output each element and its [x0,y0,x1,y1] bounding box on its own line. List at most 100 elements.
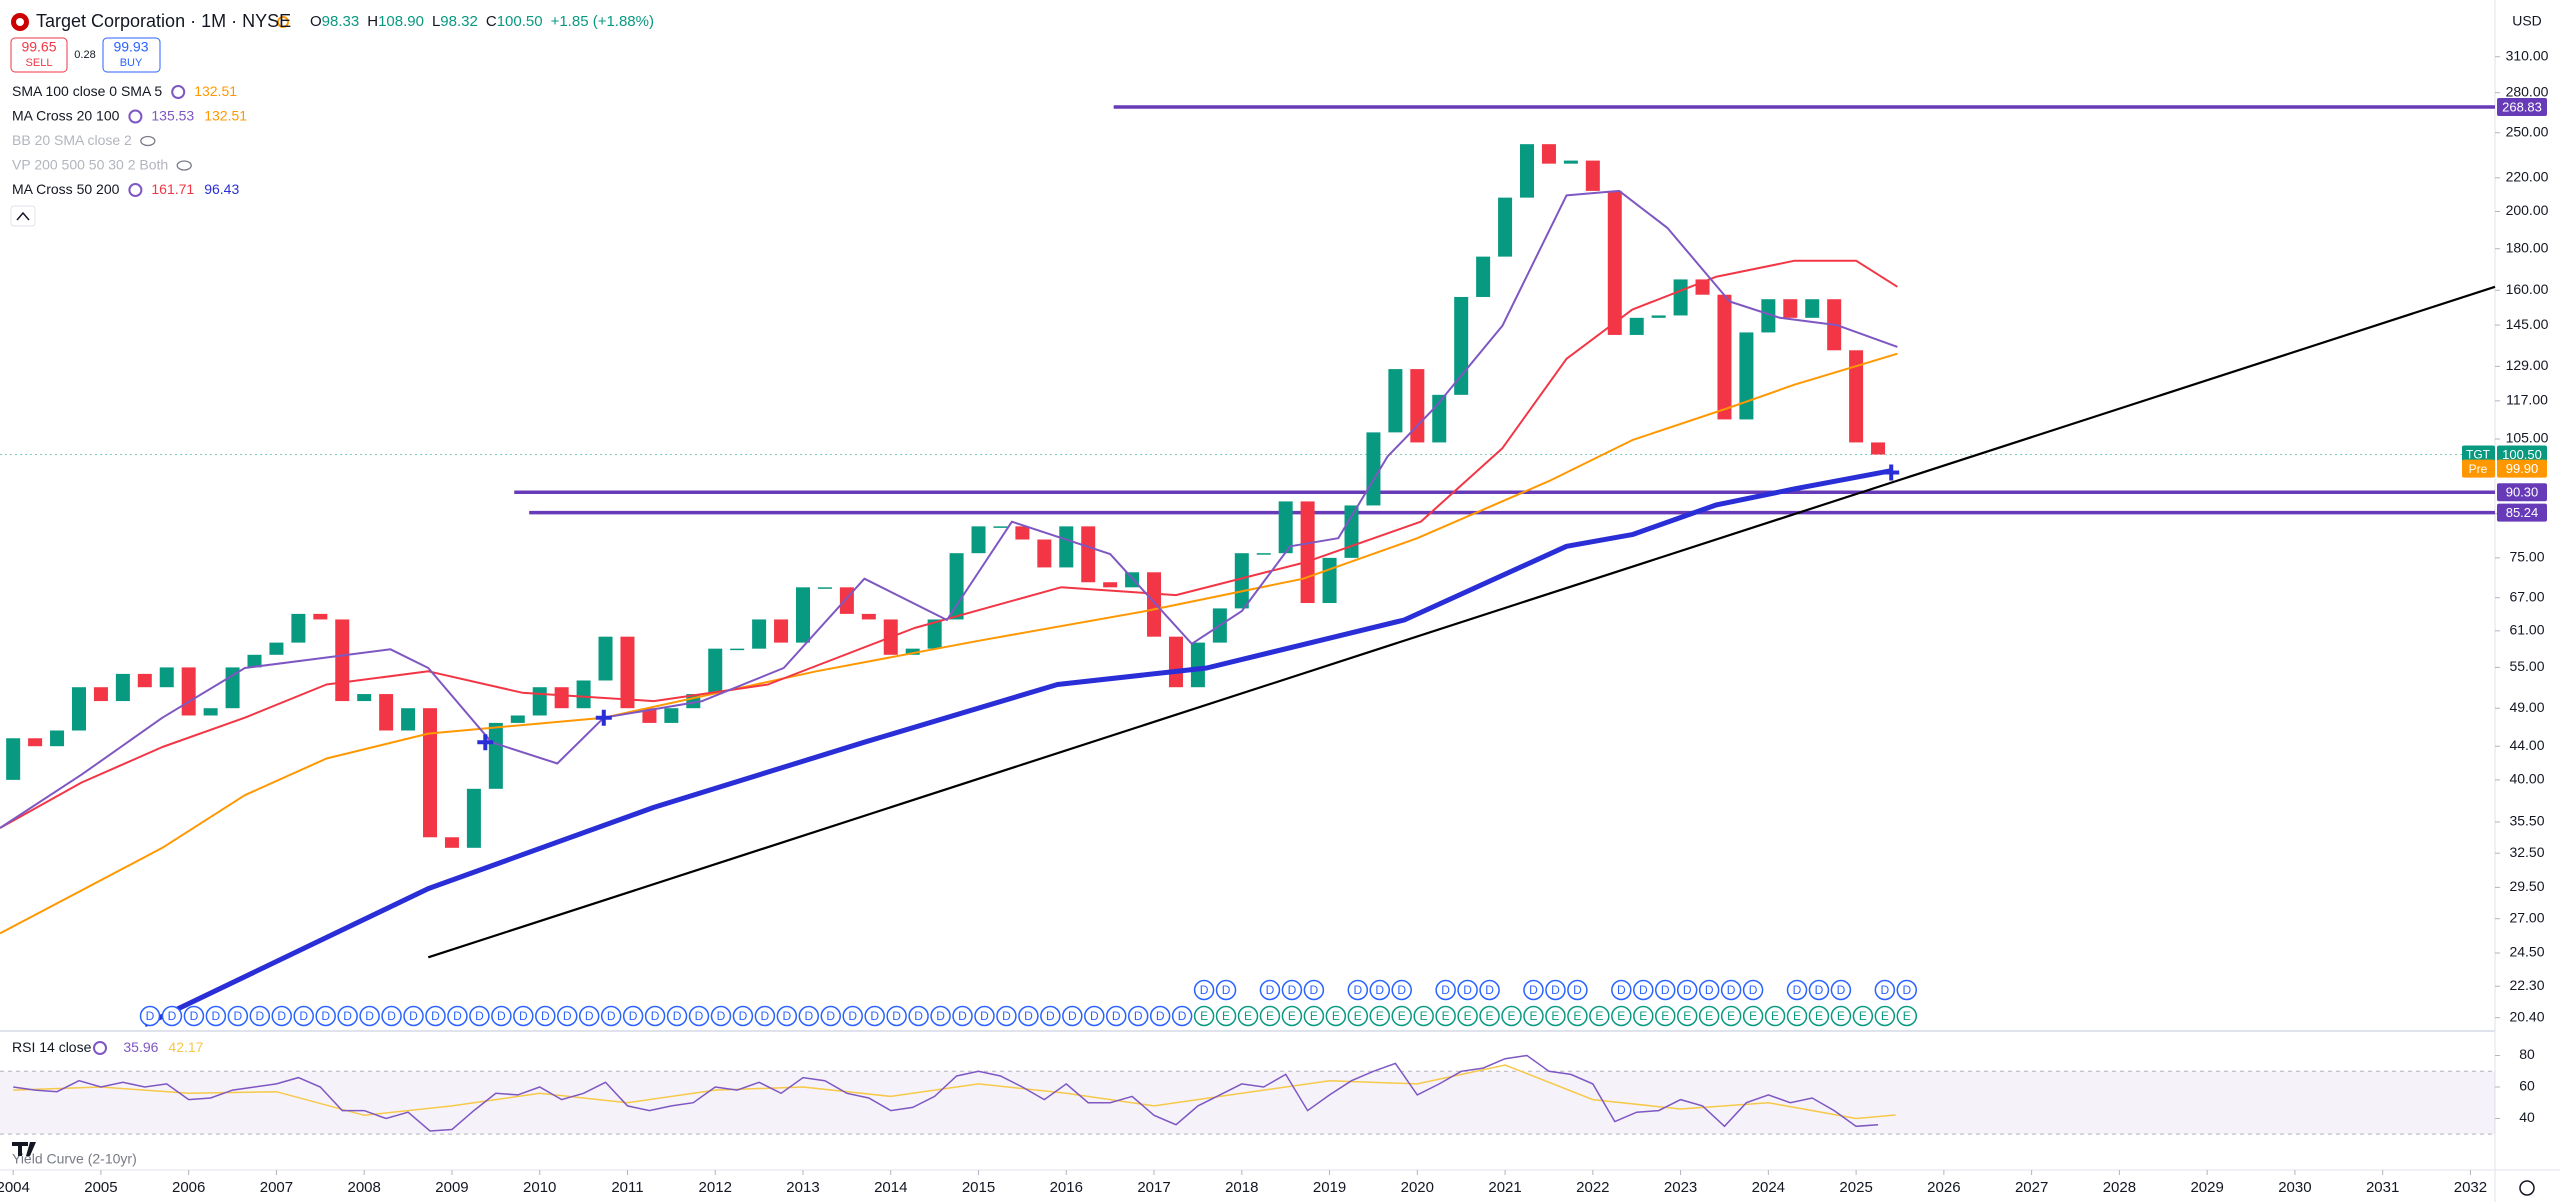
candle [1190,642,1205,688]
y-tick-label: 105.00 [2506,430,2549,446]
event-marker [1896,1005,1918,1027]
rsi-last: 35.96 [123,1039,158,1055]
event-label: D [673,1009,682,1023]
event-label: D [1178,1009,1187,1023]
candle [28,738,43,747]
event-label: D [1090,1009,1099,1023]
indicator-value: 135.53 [151,107,194,123]
y-tick-label: 310.00 [2506,47,2549,63]
trendline [427,285,2496,959]
x-tick-label: 2012 [699,1179,732,1196]
y-tick-label: 280.00 [2506,83,2549,99]
event-marker [447,1005,468,1027]
event-marker [1698,1005,1720,1027]
event-label: E [1200,1009,1208,1023]
event-label: D [1617,983,1626,997]
candle [1673,279,1688,316]
event-marker [1435,979,1456,1001]
event-marker [1567,1005,1588,1027]
price-tag [2497,445,2547,464]
price-tag-label: 100.50 [2502,447,2542,462]
event-marker [1193,979,1215,1001]
event-marker [600,1005,622,1027]
candle [488,722,503,789]
tradingview-logo [12,1142,36,1156]
event-label: D [343,1009,352,1023]
candle [203,708,218,716]
candle [1739,332,1754,420]
event-marker [1259,979,1281,1001]
event-marker [1720,979,1742,1001]
event-label: D [321,1009,330,1023]
session-icon [277,16,289,28]
event-marker [732,1005,754,1027]
event-marker [622,1005,644,1027]
event-label: D [848,1009,857,1023]
event-marker [1413,1005,1434,1027]
y-tick-label: 49.00 [2509,699,2544,715]
rsi-title: RSI 14 close [12,1039,92,1055]
sell-button[interactable] [10,37,68,73]
indicator-legend: SMA 100 close 0 SMA 5 132.51 [12,83,237,99]
event-label: E [1420,1009,1428,1023]
event-label: D [717,1009,726,1023]
settings-icon[interactable] [2519,1180,2535,1196]
candle [1520,144,1535,198]
candle [1563,160,1578,164]
event-marker [1676,979,1698,1001]
candle [1607,190,1622,335]
currency: USD [2512,13,2542,29]
event-label: D [1837,983,1846,997]
event-marker [710,1005,732,1027]
indicator-icon [128,183,143,197]
event-marker [1369,1005,1391,1027]
event-label: D [783,1009,792,1023]
event-marker [1852,1005,1874,1027]
event-marker [1457,979,1478,1001]
event-marker [1325,1005,1347,1027]
event-label: D [651,1009,660,1023]
x-tick-label: 2022 [1576,1179,1609,1196]
ohlc-key: O [310,13,322,30]
event-label: D [453,1009,462,1023]
indicator-legend: VP 200 500 50 30 2 Both [12,156,168,172]
event-marker [1611,979,1632,1001]
candle [444,837,459,848]
candle [1256,553,1271,555]
candle [291,613,306,643]
event-label: E [1486,1009,1494,1023]
event-marker [1545,979,1566,1001]
y-tick-label: 27.00 [2509,909,2544,925]
candle [313,613,328,620]
candle [730,648,745,651]
cross-marker [1883,464,1900,481]
event-marker [1830,979,1852,1001]
rsi-tick-label: 60 [2519,1078,2535,1094]
y-tick-label: 129.00 [2506,357,2549,373]
event-marker [337,1005,358,1027]
event-marker [930,1005,951,1027]
event-label: D [1046,1009,1055,1023]
y-tick-label: 200.00 [2506,202,2549,218]
event-label: D [1112,1009,1121,1023]
candle [642,708,657,723]
cross-marker [477,734,494,751]
event-marker [1830,1005,1852,1027]
event-marker [1281,979,1303,1001]
event-label: D [255,1009,264,1023]
buy-button[interactable] [102,37,161,73]
x-tick-label: 2007 [260,1179,293,1196]
event-marker [1808,979,1830,1001]
event-label: E [1376,1009,1384,1023]
x-tick-label: 2021 [1488,1179,1521,1196]
event-marker [908,1005,929,1027]
indicator-value: 161.71 [151,181,194,197]
event-label: E [1837,1009,1845,1023]
candle [861,613,876,620]
event-label: E [1266,1009,1274,1023]
collapse-button[interactable] [10,205,36,227]
event-label: E [1595,1009,1603,1023]
indicator-icon [140,135,156,147]
event-marker [205,1005,227,1027]
ohlc-value: 98.33 [322,13,360,30]
